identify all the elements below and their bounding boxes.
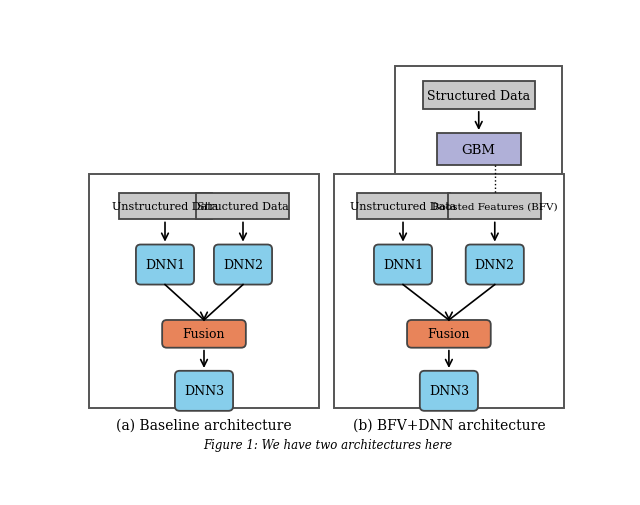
Text: (a) Baseline architecture: (a) Baseline architecture (116, 418, 292, 432)
FancyBboxPatch shape (407, 320, 491, 348)
FancyBboxPatch shape (374, 245, 432, 285)
Text: DNN2: DNN2 (475, 259, 515, 272)
FancyBboxPatch shape (162, 320, 246, 348)
FancyBboxPatch shape (136, 245, 194, 285)
Text: Unstructured Data: Unstructured Data (112, 201, 218, 212)
FancyBboxPatch shape (214, 245, 272, 285)
Text: DNN1: DNN1 (383, 259, 423, 272)
FancyBboxPatch shape (466, 245, 524, 285)
FancyBboxPatch shape (196, 193, 289, 220)
Text: Structured Data: Structured Data (427, 89, 531, 103)
Text: Unstructured Data: Unstructured Data (350, 201, 456, 212)
FancyBboxPatch shape (90, 174, 319, 408)
Text: Structured Data: Structured Data (197, 201, 289, 212)
FancyBboxPatch shape (422, 82, 535, 110)
Text: DNN3: DNN3 (429, 385, 469, 397)
FancyBboxPatch shape (175, 371, 233, 411)
Text: (b) BFV+DNN architecture: (b) BFV+DNN architecture (353, 418, 545, 432)
Text: Fusion: Fusion (428, 328, 470, 341)
Text: DNN2: DNN2 (223, 259, 263, 272)
Text: DNN1: DNN1 (145, 259, 185, 272)
FancyBboxPatch shape (334, 174, 564, 408)
FancyBboxPatch shape (356, 193, 449, 220)
FancyBboxPatch shape (396, 67, 562, 180)
Text: Boosted Features (BFV): Boosted Features (BFV) (432, 202, 557, 211)
FancyBboxPatch shape (448, 193, 541, 220)
Text: Fusion: Fusion (183, 328, 225, 341)
Text: DNN3: DNN3 (184, 385, 224, 397)
FancyBboxPatch shape (420, 371, 478, 411)
FancyBboxPatch shape (437, 134, 520, 166)
Text: GBM: GBM (461, 143, 496, 156)
FancyBboxPatch shape (118, 193, 211, 220)
Text: Figure 1: We have two architectures here: Figure 1: We have two architectures here (204, 438, 452, 451)
